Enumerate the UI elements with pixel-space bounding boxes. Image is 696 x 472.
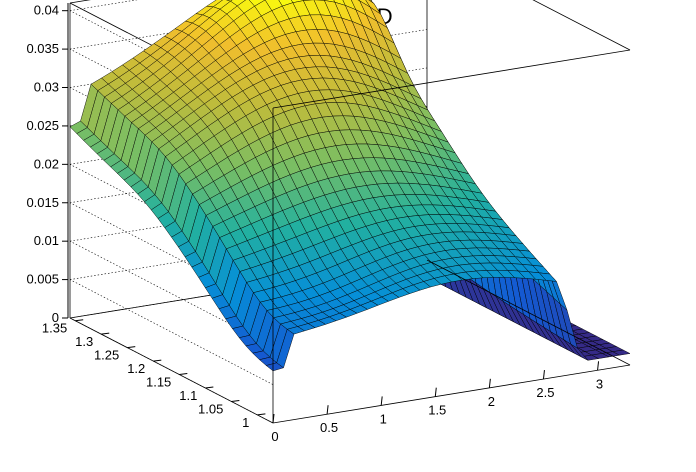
- x-tick-label: 2.5: [536, 385, 554, 400]
- x-tick-label: 3: [596, 376, 603, 391]
- x-tick-label: 0.5: [320, 420, 338, 435]
- x-tick-mark: [272, 413, 275, 424]
- y-tick-mark: [205, 386, 214, 389]
- box-edge-left-bottom: [69, 317, 274, 424]
- x-tick-mark: [488, 378, 491, 388]
- y-tick-label: 1.2: [127, 361, 145, 376]
- grid-line-left-4: [69, 164, 274, 270]
- z-tick-label: 0.015: [26, 195, 59, 210]
- x-tick-label: 0: [271, 429, 278, 444]
- y-tick-mark: [179, 373, 188, 376]
- x-tick-mark: [597, 361, 600, 371]
- y-tick-label: 1: [242, 415, 249, 430]
- surface-mesh: [69, 0, 631, 372]
- x-tick-mark: [542, 370, 545, 380]
- x-tick-mark: [326, 405, 329, 415]
- z-tick-label: 0.04: [34, 3, 59, 18]
- y-tick-label: 1.35: [42, 321, 67, 336]
- z-tick-label: 0.025: [26, 118, 59, 133]
- y-tick-label: 1.25: [94, 348, 119, 363]
- x-tick-label: 1.5: [428, 403, 446, 418]
- z-tick-label: 0: [52, 310, 59, 325]
- y-tick-label: 1.15: [146, 375, 171, 390]
- x-tick-mark: [380, 396, 383, 406]
- grid-line-left-1: [69, 279, 274, 385]
- y-tick-mark: [153, 359, 162, 362]
- z-tick-label: 0.035: [26, 41, 59, 56]
- y-tick-mark: [101, 332, 110, 335]
- y-tick-label: 1.05: [198, 401, 223, 416]
- grid-line-left-2: [69, 240, 274, 347]
- z-tick-label: 0.005: [26, 272, 59, 287]
- z-tick-label: 0.02: [34, 156, 59, 171]
- surface-cell: [265, 362, 284, 372]
- x-tick-mark: [434, 387, 437, 397]
- box-edge-front-bottom: [272, 364, 631, 424]
- grid-line-left-3: [69, 202, 274, 309]
- y-tick-mark: [257, 413, 266, 416]
- grid-line-left-8: [69, 10, 274, 116]
- y-tick-mark: [127, 346, 136, 349]
- box-edge-right-bottom: [426, 259, 631, 366]
- z-tick-label: 0.03: [34, 80, 59, 95]
- x-tick-label: 1: [380, 411, 387, 426]
- y-tick-label: 1.3: [75, 334, 93, 349]
- box-edge-front-top: [272, 49, 631, 109]
- y-tick-mark: [75, 319, 84, 322]
- grid-line-back-8: [69, 0, 138, 11]
- box-edge-right-top: [532, 0, 631, 51]
- y-tick-mark: [231, 399, 240, 402]
- x-tick-label: 2: [488, 394, 495, 409]
- axes: 0 0.005 0.01 0.015 0.02 0.025 0.03 0.035 0.04 0 0.…: [26, 3, 603, 444]
- box-front: [69, 0, 631, 424]
- y-tick-label: 1.1: [179, 388, 197, 403]
- grid-line-left-7: [69, 48, 274, 155]
- z-tick-label: 0.01: [34, 233, 59, 248]
